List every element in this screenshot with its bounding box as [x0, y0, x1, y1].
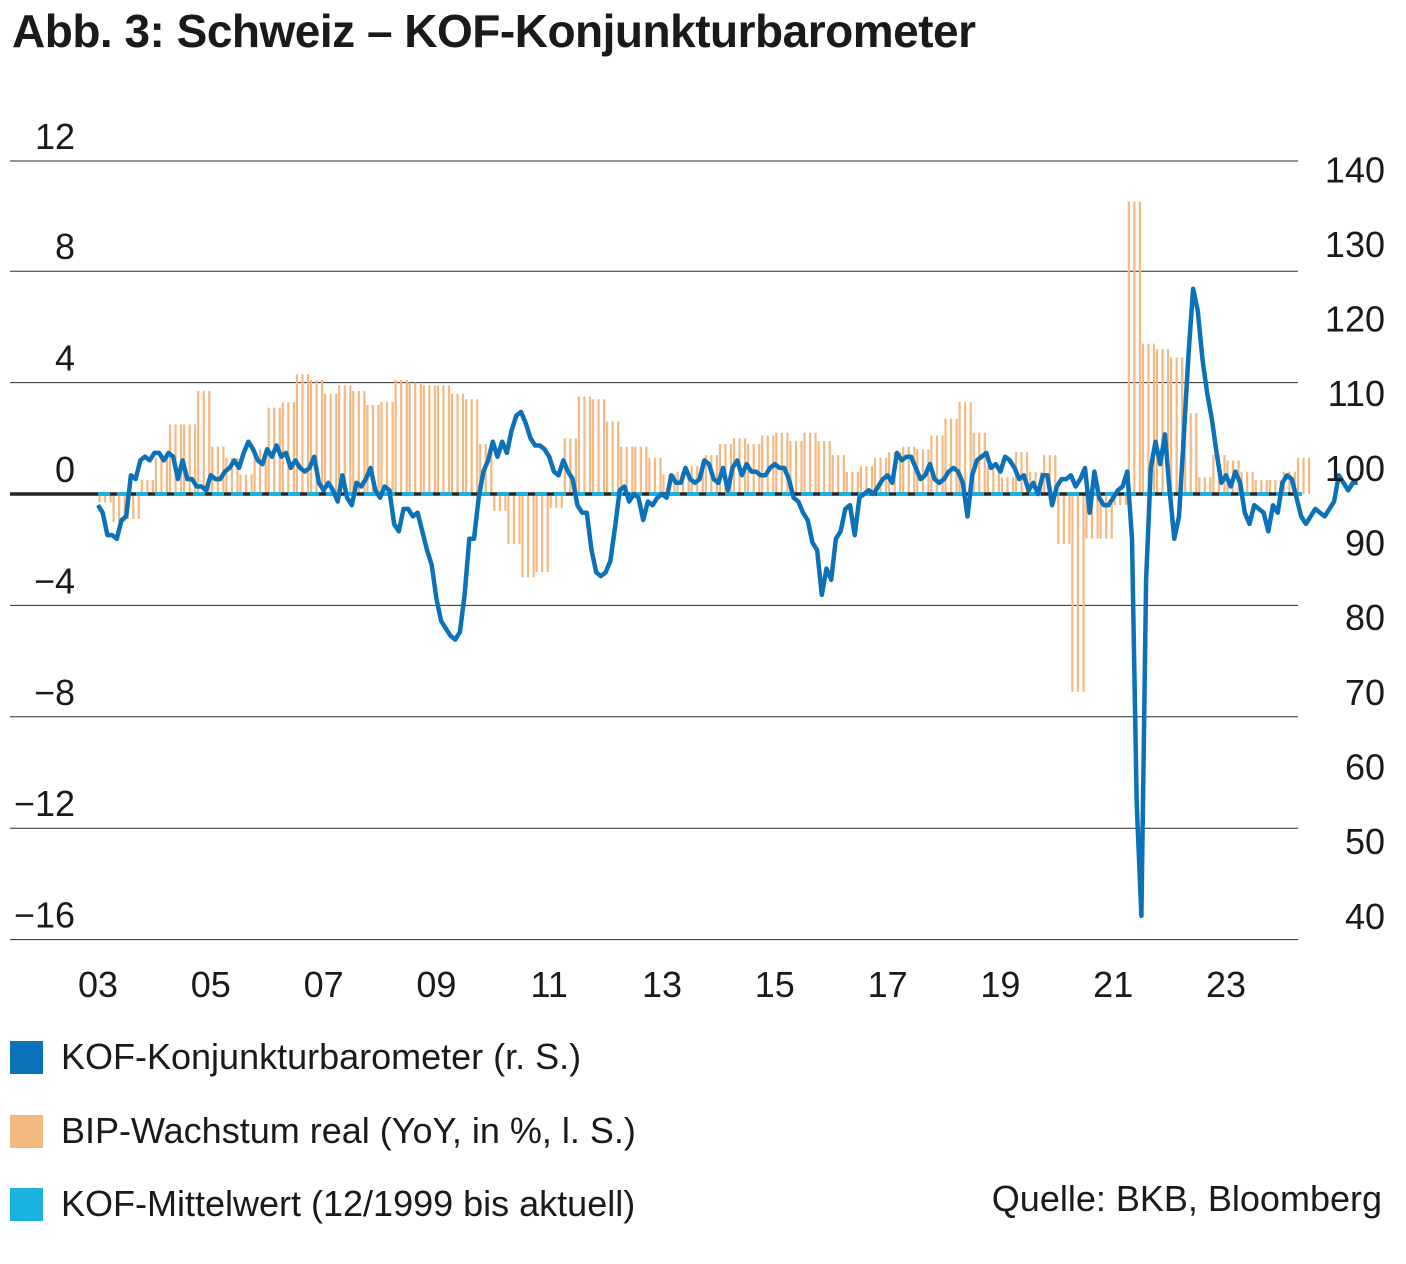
gdp-bar [775, 432, 789, 494]
x-axis-tick-label: 03 [78, 964, 118, 1005]
gdp-bar [902, 446, 916, 494]
left-axis-tick-label: 12 [35, 116, 75, 157]
x-axis-tick-label: 11 [531, 964, 568, 1005]
legend-label-kof: KOF-Konjunkturbarometer (r. S.) [61, 1036, 582, 1077]
legend-swatch-gdp [10, 1114, 43, 1148]
right-axis-tick-label: 140 [1325, 149, 1385, 190]
kof-series-line [96, 286, 1358, 919]
gdp-bars [98, 201, 1311, 692]
right-axis-tick-label: 90 [1345, 523, 1385, 564]
legend-item-kof: KOF-Konjunkturbarometer (r. S.) [10, 1036, 581, 1078]
left-axis-tick-label: −12 [14, 783, 75, 824]
x-axis-tick-label: 17 [868, 964, 908, 1005]
gdp-bar [549, 494, 563, 508]
x-axis-tick-label: 05 [191, 964, 231, 1005]
source-note: Quelle: BKB, Bloomberg [991, 1178, 1382, 1219]
gdp-bar [535, 494, 549, 572]
left-axis-tick-label: 8 [55, 226, 75, 267]
chart-title: Abb. 3: Schweiz – KOF-Konjunkturbaromete… [12, 5, 976, 57]
x-axis-tick-label: 15 [755, 964, 795, 1005]
gdp-bar [295, 374, 310, 494]
left-axis-tick-label: −4 [34, 560, 75, 601]
gdp-bar [1141, 343, 1156, 494]
kof-line [96, 286, 1358, 919]
x-axis-tick-label: 21 [1093, 964, 1133, 1005]
gdp-bar [211, 446, 225, 494]
gdp-bar [380, 402, 394, 494]
left-axis-tick-label: −16 [14, 895, 75, 936]
gdp-bar [620, 446, 634, 494]
gdp-bar [521, 494, 535, 578]
legend-item-gdp: BIP-Wachstum real (YoY, in %, l. S.) [10, 1110, 636, 1152]
right-axis-tick-label: 60 [1345, 746, 1385, 787]
gdp-bar [324, 393, 338, 494]
gdp-bar [394, 379, 408, 494]
gdp-bar [648, 457, 662, 494]
gdp-bar [1071, 494, 1085, 692]
x-axis-tick-label: 23 [1206, 964, 1246, 1005]
left-axis-tick-label: 0 [55, 449, 75, 490]
x-axis-tick-label: 07 [304, 964, 344, 1005]
gdp-bar [422, 385, 436, 494]
gdp-bar [1254, 480, 1268, 494]
gdp-bar [817, 441, 831, 494]
gdp-bar [507, 494, 521, 545]
left-axis-tick-label: −8 [34, 672, 75, 713]
gdp-bar [1296, 457, 1311, 494]
gdp-bar [493, 494, 507, 511]
x-axis-tick-label: 09 [416, 964, 456, 1005]
legend-swatch-kof [10, 1040, 43, 1074]
x-axis-tick-label: 19 [980, 964, 1020, 1005]
gdp-bar [1000, 477, 1015, 494]
legend-item-mean: KOF-Mittelwert (12/1999 bis aktuell) [10, 1183, 635, 1225]
right-axis-tick-label: 100 [1325, 448, 1385, 489]
gdp-bar [239, 474, 253, 494]
gdp-bar [634, 446, 648, 494]
right-axis-tick-label: 120 [1325, 299, 1385, 340]
right-axis-tick-label: 70 [1345, 672, 1385, 713]
gdp-bar [831, 455, 845, 494]
gdp-bar [1184, 413, 1198, 494]
gdp-bar [465, 399, 479, 494]
gdp-bar [281, 402, 295, 494]
gdp-bar [944, 418, 958, 494]
gdp-bar [845, 471, 860, 494]
gdp-bar [408, 382, 422, 494]
gdp-bar [930, 435, 944, 494]
gdp-bar [1198, 477, 1212, 494]
gdp-bar [577, 396, 592, 494]
right-axis-tick-label: 50 [1345, 821, 1385, 862]
right-axis-tick-label: 80 [1345, 597, 1385, 638]
gdp-bar [436, 385, 451, 494]
gdp-bar [1127, 201, 1142, 494]
x-axis-tick-label: 13 [642, 964, 682, 1005]
gdp-bar [591, 399, 606, 494]
right-axis-tick-label: 130 [1325, 224, 1385, 265]
gdp-bar [1057, 494, 1071, 545]
gdp-bar [605, 421, 620, 494]
x-axis-labels: 03 05 07 09 11 13 15 17 19 21 23 [78, 964, 1246, 1005]
left-axis-tick-label: 4 [55, 338, 75, 379]
legend-label-gdp: BIP-Wachstum real (YoY, in %, l. S.) [61, 1110, 636, 1151]
gdp-bar [154, 457, 169, 494]
gdp-bar [450, 393, 465, 494]
right-axis-tick-label: 110 [1328, 373, 1385, 414]
gdp-bar [140, 480, 154, 494]
right-axis-tick-label: 40 [1345, 896, 1385, 937]
gdp-bar [803, 432, 817, 494]
gridlines [10, 160, 1298, 941]
legend-label-mean: KOF-Mittelwert (12/1999 bis aktuell) [61, 1183, 636, 1224]
right-axis-labels: 140 130 120 110 100 90 80 70 60 50 40 [1325, 149, 1385, 937]
legend-swatch-mean [10, 1187, 43, 1221]
gdp-bar [352, 390, 366, 494]
left-axis-labels: 12 8 4 0 −4 −8 −12 −16 [14, 116, 75, 936]
